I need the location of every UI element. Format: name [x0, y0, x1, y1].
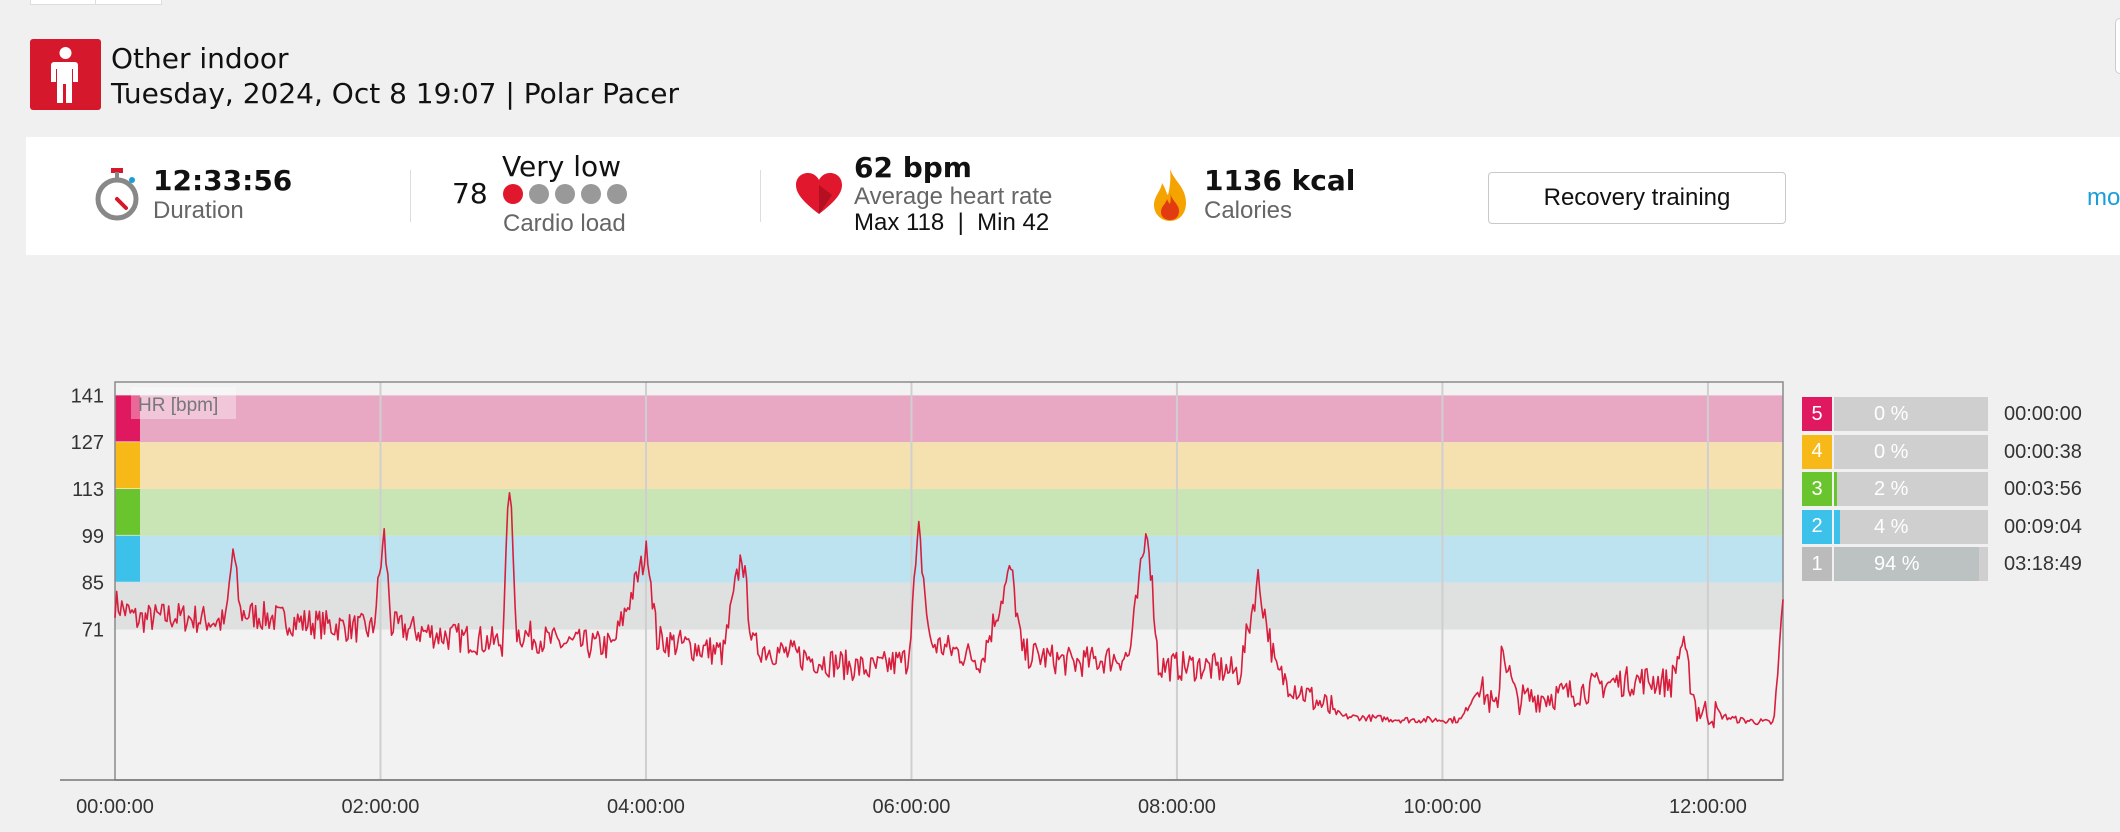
x-tick-label: 10:00:00 [1404, 796, 1482, 818]
heart-rate-chart[interactable]: HR [bpm] 141 127 113 99 85 71 00:00:00 02:00:00 0… [0, 370, 1800, 832]
flame-icon [1152, 169, 1188, 225]
zone-number: 3 [1802, 472, 1832, 506]
hr-max-min: Max 118 | Min 42 [854, 209, 1050, 236]
zone-percent-bar: 94 % [1834, 547, 1988, 581]
zone-percent-bar: 0 % [1834, 434, 1988, 469]
zone-percent-fill [1834, 547, 1979, 581]
heart-icon [796, 173, 842, 219]
x-tick-label: 12:00:00 [1669, 796, 1747, 818]
zone-row-1: 1 94 % [1802, 547, 1988, 581]
zone-percent-label: 0 % [1874, 440, 1909, 463]
y-tick-label: 71 [82, 619, 104, 641]
x-tick-label: 06:00:00 [873, 796, 951, 818]
zone-percent-bar: 4 % [1834, 509, 1988, 544]
zone-band-2 [115, 535, 1783, 583]
zone-time: 00:00:00 [2004, 403, 2082, 425]
zone-time: 00:03:56 [2004, 478, 2082, 500]
zone-number: 1 [1802, 547, 1832, 581]
duration-value: 12:33:56 [153, 164, 293, 197]
avg-hr-label: Average heart rate [854, 183, 1053, 210]
zone-time: 00:09:04 [2004, 515, 2082, 538]
more-link[interactable]: mo [2087, 184, 2120, 211]
y-tick-label: 127 [71, 432, 104, 454]
y-tick-label: 113 [72, 479, 104, 501]
zone-time: 00:00:38 [2004, 440, 2082, 463]
zone-percent-fill [1834, 509, 1841, 544]
cardio-load-dot [555, 184, 575, 204]
duration-label: Duration [153, 197, 244, 224]
zone-percent-fill [1834, 472, 1838, 506]
zone-row-4: 4 0 % [1802, 434, 1988, 469]
zone-number: 5 [1802, 397, 1832, 431]
avg-hr-value: 62 bpm [854, 151, 972, 184]
zone-marker-4 [115, 442, 140, 489]
zone-number: 2 [1802, 509, 1832, 544]
zone-band-5 [115, 395, 1783, 443]
divider [410, 170, 411, 222]
cardio-load-value: 78 [452, 177, 488, 210]
zone-band-4 [115, 442, 1783, 490]
zone-row-5: 5 0 % [1802, 397, 1988, 431]
cardio-load-dot [529, 184, 549, 204]
zone-percent-label: 2 % [1874, 478, 1909, 500]
cardio-load-dot [503, 184, 523, 204]
cardio-load-dot [581, 184, 601, 204]
cardio-load-level: Very low [502, 150, 621, 183]
x-tick-label: 02:00:00 [342, 796, 420, 818]
cardio-load-dots [503, 184, 633, 208]
y-tick-label: 141 [71, 385, 104, 407]
zone-percent-bar: 2 % [1834, 472, 1988, 506]
zone-band-1 [115, 582, 1783, 630]
y-tick-label: 99 [82, 526, 104, 548]
sport-title: Other indoor [111, 42, 289, 75]
calories-value: 1136 kcal [1204, 164, 1356, 197]
zone-marker-2 [115, 535, 140, 582]
series-label: HR [bpm] [138, 395, 218, 416]
zone-percent-label: 94 % [1874, 553, 1920, 575]
zone-row-3: 3 2 % [1802, 472, 1988, 506]
calories-label: Calories [1204, 197, 1293, 224]
person-standing-icon [30, 39, 101, 110]
x-tick-label: 00:00:00 [76, 796, 154, 818]
top-tab-stub[interactable] [30, 0, 162, 5]
zone-number: 4 [1802, 434, 1832, 469]
training-benefit-button[interactable]: Recovery training [1488, 172, 1786, 224]
side-panel-handle[interactable] [2115, 18, 2120, 74]
zone-row-2: 2 4 % [1802, 509, 1988, 544]
cardio-load-dot [607, 184, 627, 204]
heart-rate-line [114, 492, 1784, 729]
stopwatch-icon [94, 168, 140, 226]
zone-marker-3 [115, 489, 140, 535]
series-label-bg [131, 387, 236, 419]
y-tick-label: 85 [82, 573, 104, 595]
x-tick-label: 04:00:00 [607, 796, 685, 818]
session-datetime-device: Tuesday, 2024, Oct 8 19:07 | Polar Pacer [111, 77, 680, 110]
x-tick-label: 08:00:00 [1138, 796, 1216, 818]
zone-percent-label: 0 % [1874, 403, 1909, 425]
divider [760, 170, 761, 222]
zone-percent-bar: 0 % [1834, 397, 1988, 431]
zone-time: 03:18:49 [2004, 553, 2082, 575]
zone-percent-label: 4 % [1874, 515, 1909, 538]
zone-marker-5 [115, 395, 140, 442]
cardio-load-label: Cardio load [503, 210, 626, 237]
training-summary: 12:33:56 Duration 78 Very low Cardio loa… [26, 137, 2120, 255]
zone-band-3 [115, 489, 1783, 536]
